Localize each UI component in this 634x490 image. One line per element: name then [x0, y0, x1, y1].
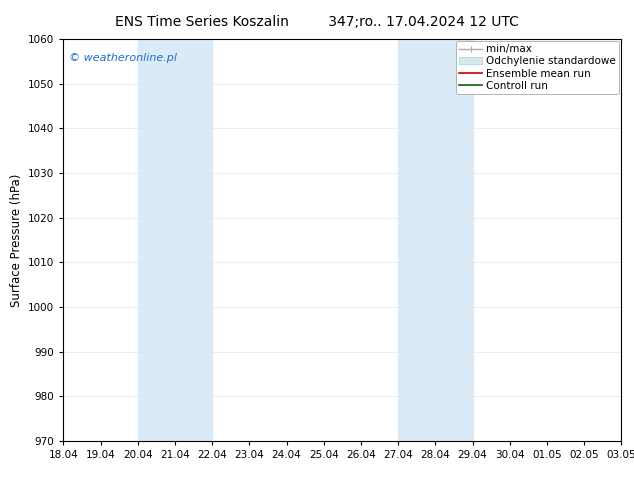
Bar: [138, 39, 212, 441]
Text: © weatheronline.pl: © weatheronline.pl: [69, 53, 177, 63]
Bar: [398, 39, 472, 441]
Y-axis label: Surface Pressure (hPa): Surface Pressure (hPa): [10, 173, 23, 307]
Text: ENS Time Series Koszalin         347;ro.. 17.04.2024 12 UTC: ENS Time Series Koszalin 347;ro.. 17.04.…: [115, 15, 519, 29]
Legend: min/max, Odchylenie standardowe, Ensemble mean run, Controll run: min/max, Odchylenie standardowe, Ensembl…: [456, 41, 619, 94]
